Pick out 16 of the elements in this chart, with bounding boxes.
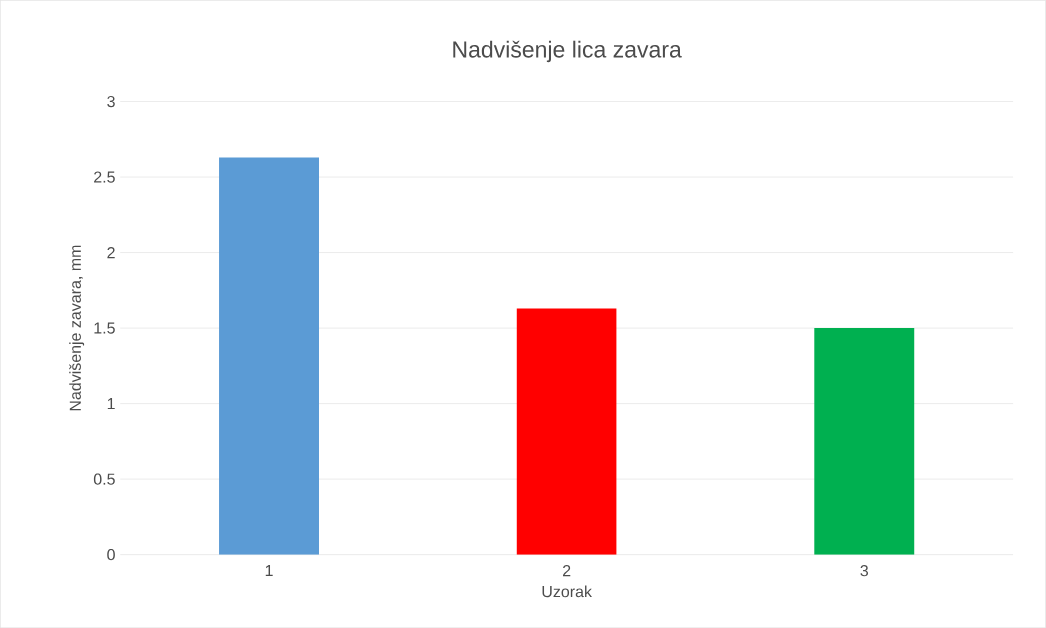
y-tick-label: 1.5 <box>94 322 115 334</box>
bar <box>219 157 319 555</box>
y-axis-title: Nadvišenje zavara, mm <box>69 245 85 411</box>
chart-title: Nadvišenje lica zavara <box>453 40 682 63</box>
x-tick-label: 3 <box>860 564 869 577</box>
bar <box>516 308 617 555</box>
x-tick-label: 1 <box>265 564 273 576</box>
x-axis-title: Uzorak <box>542 585 592 598</box>
y-tick-label: 0.5 <box>93 473 115 485</box>
y-tick-label: 0 <box>107 548 115 561</box>
y-tick-label: 2 <box>107 246 115 259</box>
y-tick-label: 1 <box>107 398 115 410</box>
bar <box>814 328 915 555</box>
x-tick-label: 2 <box>562 564 571 577</box>
y-tick-label: 2.5 <box>94 171 115 183</box>
y-tick-label: 3 <box>107 95 115 108</box>
